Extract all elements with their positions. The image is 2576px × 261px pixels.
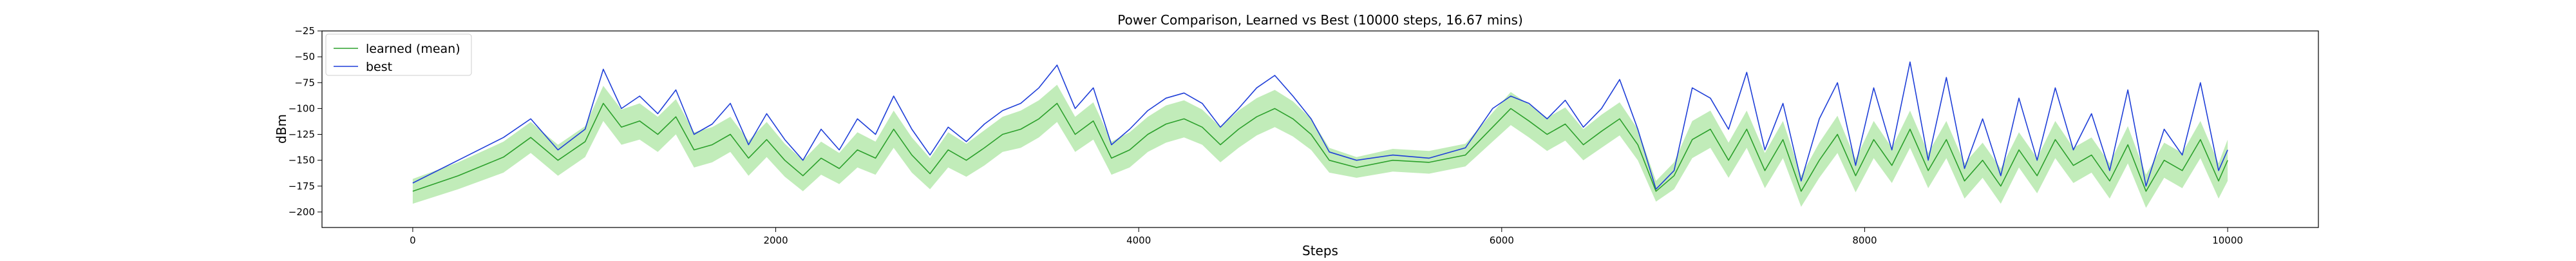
x-tick-label: 4000 — [1126, 235, 1151, 246]
best-line — [412, 61, 2228, 190]
chart-title: Power Comparison, Learned vs Best (10000… — [1117, 12, 1523, 28]
y-tick-label: −125 — [289, 129, 315, 140]
x-tick-label: 6000 — [1490, 235, 1514, 246]
y-tick-label: −200 — [289, 206, 315, 218]
x-tick-label: 2000 — [763, 235, 788, 246]
y-axis-label: dBm — [274, 114, 289, 144]
y-tick-label: −50 — [294, 51, 315, 63]
plot-frame — [321, 30, 2319, 228]
x-axis: 0 2000 4000 6000 8000 10000 — [410, 227, 2243, 246]
x-axis-label: Steps — [1302, 243, 1338, 258]
y-tick-label: −25 — [294, 25, 315, 37]
x-tick-label: 10000 — [2212, 235, 2243, 246]
y-tick-label: −175 — [289, 180, 315, 192]
learned-band — [412, 84, 2228, 208]
legend: learned (mean) best — [325, 34, 472, 76]
y-tick-label: −150 — [289, 155, 315, 166]
x-tick-label: 8000 — [1852, 235, 1877, 246]
y-axis: −25 −50 −75 −100 −125 −150 −175 −200 — [289, 25, 322, 218]
legend-box — [325, 34, 472, 76]
plot-area — [412, 61, 2228, 208]
legend-label-best: best — [366, 60, 392, 74]
legend-label-learned-mean: learned (mean) — [366, 42, 460, 56]
learned-mean-line — [412, 102, 2228, 192]
y-tick-label: −100 — [289, 102, 315, 114]
x-tick-label: 0 — [410, 235, 416, 246]
y-tick-label: −75 — [294, 77, 315, 88]
